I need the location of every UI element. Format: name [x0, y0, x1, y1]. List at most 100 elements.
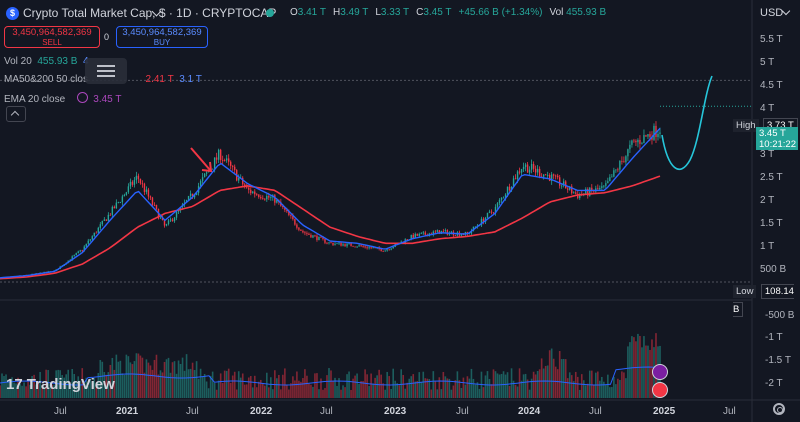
candle-body — [546, 174, 549, 176]
volume-bar — [159, 370, 162, 398]
time-tick-label: 2021 — [116, 406, 139, 417]
candle-body — [113, 206, 116, 209]
candle-body — [558, 177, 561, 186]
candle-body — [617, 169, 619, 171]
candle-body — [119, 202, 122, 203]
spread-value: 0 — [104, 32, 110, 42]
gear-icon[interactable] — [773, 403, 785, 415]
candle-body — [290, 215, 292, 216]
economic-event-flag-icon[interactable] — [652, 382, 668, 398]
volume-bar — [372, 383, 374, 398]
volume-bar — [211, 371, 214, 398]
candle-body — [91, 236, 93, 240]
volume-bar — [173, 361, 176, 398]
currency-selector[interactable]: USD — [760, 7, 784, 19]
volume-bar — [251, 387, 254, 398]
volume-bar — [370, 373, 372, 398]
ema-line — [0, 127, 661, 279]
volume-bar — [189, 368, 192, 398]
candle-body — [342, 244, 344, 246]
symbol-title[interactable]: Crypto Total Market Cap, $ · 1D · CRYPTO… — [23, 6, 277, 20]
candle-body — [422, 232, 424, 234]
candle-body — [252, 191, 254, 194]
candle-body — [330, 242, 332, 244]
symbol-legend: $ Crypto Total Market Cap, $ · 1D · CRYP… — [0, 0, 750, 26]
candle-body — [234, 166, 236, 171]
indicator-ma[interactable]: MA50&200 50 clos 2.41 T 3.1 T — [4, 74, 202, 85]
tradingview-logo[interactable]: 17 TradingView — [6, 376, 115, 393]
candle-body — [324, 238, 326, 243]
settings-wheel-icon[interactable] — [76, 92, 88, 103]
candle-body — [514, 178, 517, 180]
tradingview-mark-icon: 17 — [6, 376, 23, 393]
candle-body — [486, 212, 489, 218]
indicator-volume[interactable]: Vol 20 455.93 B 4 — [4, 56, 89, 67]
volume-bar — [430, 389, 433, 398]
candle-body — [173, 217, 176, 222]
candle-body — [649, 134, 651, 137]
candle-body — [536, 168, 539, 173]
volume-ma-line — [0, 366, 661, 386]
volume-bar — [552, 358, 555, 398]
volume-bar — [71, 369, 74, 398]
vol-value: 455.93 B — [37, 56, 78, 67]
volume-bar — [205, 381, 208, 398]
legend-menu-button[interactable] — [85, 58, 127, 84]
candle-body — [125, 192, 128, 195]
buy-button[interactable]: 3,450,964,582,369 BUY — [116, 26, 208, 48]
volume-bar — [468, 378, 471, 398]
volume-bar — [424, 378, 427, 398]
volume-bar — [163, 361, 166, 398]
volume-bar — [300, 381, 302, 398]
candle-body — [147, 189, 150, 197]
candle-body — [436, 230, 439, 232]
sell-button[interactable]: 3,450,964,582,369 SELL — [4, 26, 100, 48]
candle-body — [556, 175, 559, 178]
volume-tick-label: -1.5 T — [765, 355, 791, 366]
candle-body — [621, 160, 623, 162]
candle-body — [474, 226, 477, 228]
volume-bar — [9, 378, 11, 398]
candle-body — [242, 177, 244, 185]
ohlc-high: 3.49 T — [340, 7, 369, 18]
volume-bar — [368, 385, 370, 398]
event-lightning-icon[interactable] — [652, 364, 668, 380]
volume-bar — [282, 374, 284, 398]
candle-body — [542, 174, 545, 177]
candle-body — [264, 198, 266, 200]
volume-bar — [312, 386, 314, 398]
volume-bar — [330, 370, 332, 398]
candle-body — [589, 187, 591, 196]
candle-body — [418, 233, 420, 236]
candle-body — [101, 220, 104, 225]
candle-body — [641, 143, 643, 144]
volume-bar — [436, 389, 439, 398]
volume-bar — [47, 370, 49, 398]
volume-bar — [3, 376, 5, 398]
volume-bar — [400, 369, 403, 398]
volume-bar — [266, 372, 268, 398]
volume-bar — [87, 385, 90, 398]
volume-bar — [215, 389, 218, 398]
volume-bar — [201, 376, 204, 398]
candle-body — [420, 233, 422, 235]
candle-body — [270, 197, 272, 199]
indicator-ema[interactable]: EMA 20 close 3.45 T — [4, 92, 121, 105]
price-tick-label: 5 T — [760, 57, 775, 68]
candle-body — [83, 246, 85, 251]
volume-bar — [306, 375, 308, 398]
coin-icon[interactable]: $ — [6, 7, 19, 20]
candle-body — [552, 174, 555, 176]
volume-bar — [294, 380, 296, 398]
candle-body — [370, 247, 372, 249]
ohlc-values: O3.41 T H3.49 T L3.33 T C3.45 T +45.66 B (+1… — [290, 7, 613, 18]
volume-bar — [402, 374, 405, 398]
volume-bar — [398, 385, 401, 398]
vol-name: Vol 20 — [4, 56, 32, 67]
candle-body — [328, 242, 330, 244]
candle-body — [524, 164, 527, 167]
volume-bar — [121, 373, 124, 398]
collapse-legend-button[interactable] — [6, 106, 26, 122]
candle-body — [412, 234, 414, 238]
